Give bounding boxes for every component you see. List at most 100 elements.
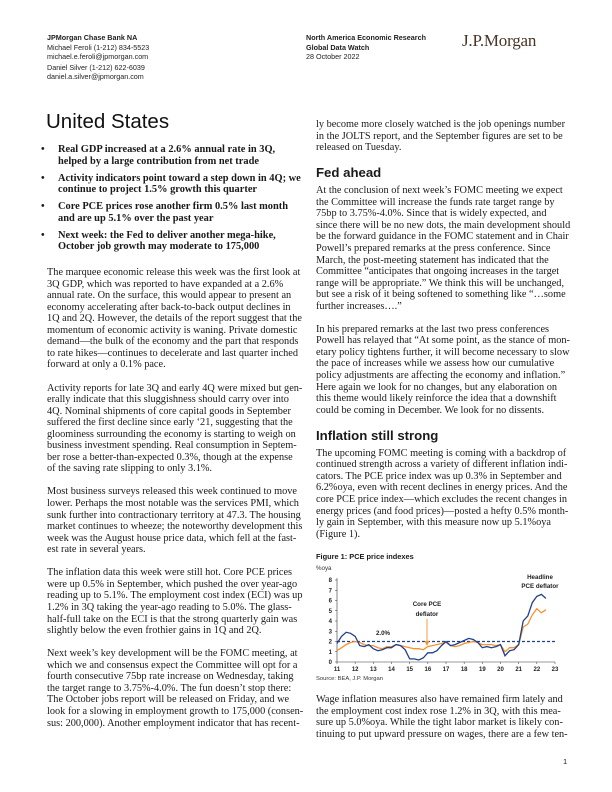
text-line: Powell’s prepared remarks at the press c… — [316, 242, 551, 254]
text-line: could be coming in December. We look for… — [316, 404, 545, 416]
bullet-item: • Activity indicators point toward a step… — [38, 173, 308, 196]
publication-name: Global Data Watch — [306, 42, 370, 52]
x-tick-label: 13 — [370, 667, 377, 673]
paragraph: Activity reports for late 3Q and early 4… — [47, 383, 303, 475]
x-tick-label: 15 — [406, 667, 413, 673]
bullet-icon: • — [41, 144, 45, 155]
jpmorgan-logo: J.P.Morgan — [462, 31, 537, 50]
text-line: Committee “anticipates that ongoing incr… — [316, 266, 560, 278]
bullet-item: • Core PCE prices rose another firm 0.5% … — [38, 201, 308, 224]
bullet-item: • Real GDP increased at a 2.6% annual rat… — [38, 144, 308, 167]
text-line: in the JOLTS report, and the September f… — [316, 130, 563, 142]
text-line: October job growth may moderate to 175,0… — [58, 241, 260, 253]
text-line: sus: 200,000). Another employment indica… — [47, 717, 300, 729]
section-heading-fed-ahead: Fed ahead — [316, 165, 382, 181]
text-line: helped by a large contribution from net … — [58, 155, 259, 167]
x-tick-label: 23 — [552, 667, 559, 673]
text-line: Activity reports for late 3Q and early 4… — [47, 382, 303, 394]
intro-continuation: ly become more closely watched is the jo… — [316, 119, 570, 154]
x-tick-label: 18 — [461, 667, 468, 673]
text-line: to rate hikes—continues to decelerate an… — [47, 347, 299, 359]
core-pce-line — [336, 607, 547, 653]
text-line: the target range to 3.75%-4.0%. The fun … — [47, 682, 292, 694]
text-line: The October jobs report will be released… — [47, 694, 290, 706]
text-line: Next week: the Fed to deliver another me… — [58, 229, 276, 241]
text-line: further increases….” — [316, 300, 402, 312]
text-line: Most business surveys released this week… — [47, 486, 297, 498]
text-line: Powell has relayed that “At some point, … — [316, 335, 570, 347]
text-line: business investment spending. Real consu… — [47, 440, 297, 452]
text-line: cators. The PCE price index was up 0.3% … — [316, 470, 562, 482]
section-heading-inflation: Inflation still strong — [316, 427, 439, 443]
text-line: be the forward guidance in the FOMC stat… — [316, 231, 569, 243]
y-tick-label: 2 — [329, 640, 333, 646]
org-name: JPMorgan Chase Bank NA — [47, 33, 138, 42]
headline-pce-line — [336, 593, 547, 661]
text-line: week was the August house price data, wh… — [47, 532, 297, 544]
text-line: fourth consecutive 75bp rate increase on… — [47, 671, 294, 683]
key-points: • Real GDP increased at a 2.6% annual rat… — [38, 144, 308, 258]
text-line: At the conclusion of next week’s FOMC me… — [316, 185, 563, 197]
left-column: The marquee economic release this week w… — [47, 267, 303, 741]
text-line: were up 0.5% in September, which pushed … — [47, 578, 298, 590]
text-line: 75bp to 3.75%-4.0%. Since that is widely… — [316, 208, 547, 220]
paragraph: In his prepared remarks at the last two … — [316, 324, 570, 416]
text-line: Next week’s key development will be the … — [47, 648, 298, 660]
wage-inflation-body: Wage inflation measures also have remain… — [316, 694, 568, 740]
y-tick-label: 6 — [329, 599, 333, 605]
text-line: 4Q. Nominal shipments of core capital go… — [47, 405, 291, 417]
text-line: reading up to 5.1%. The employment cost … — [47, 590, 303, 602]
text-line: sure up 5.0%oya. While the tight labor m… — [316, 717, 563, 729]
text-line: economy accelerating after back-to-back … — [47, 301, 291, 313]
page-title: United States — [46, 110, 170, 133]
text-line: but see a risk of it being softened to s… — [316, 289, 566, 301]
text-line: and are up 5.1% over the past year — [58, 212, 214, 224]
author-2-email[interactable]: daniel.a.silver@jpmorgan.com — [47, 72, 144, 82]
figure-source: Source: BEA, J.P. Morgan — [316, 676, 383, 682]
text-line: gloominess surrounding the economy is st… — [47, 428, 296, 440]
y-axis-unit: %oya — [316, 565, 332, 572]
core-annotation: Core PCE — [413, 601, 442, 608]
text-line: momentum of economic activity is waning.… — [47, 324, 298, 336]
text-line: energy prices (and food prices)—posted a… — [316, 505, 569, 517]
text-line: March, the post-meeting statement has in… — [316, 254, 549, 266]
text-line: erally indicate that this sluggishness s… — [47, 394, 289, 406]
paragraph: At the conclusion of next week’s FOMC me… — [316, 185, 570, 312]
author-1-email[interactable]: michael.e.feroli@jpmorgan.com — [47, 52, 149, 62]
x-tick-label: 11 — [334, 667, 341, 673]
text-line: 1Q and 2Q. However, the details of the r… — [47, 313, 302, 325]
text-line: which we and consensus expect the Commit… — [47, 659, 298, 671]
text-line: core PCE price index—which excludes the … — [316, 494, 568, 505]
text-line: this theme would likely reinforce the id… — [316, 393, 557, 405]
text-line: ly gain in September, with this measure … — [316, 517, 551, 529]
text-line: look for a slowing in employment growth … — [47, 705, 304, 717]
x-tick-label: 17 — [443, 667, 450, 673]
text-line: of the saving rate slipping to only 3.1%… — [47, 463, 213, 475]
text-line: (Figure 1). — [316, 528, 361, 540]
text-line: The inflation data this week were still … — [47, 567, 293, 579]
text-line: est rate in several years. — [47, 544, 146, 556]
text-line: demand—the bulk of the economy and the p… — [47, 336, 299, 348]
text-line: half-full take on the ECI is that the st… — [47, 613, 298, 625]
text-line: continue to project 1.5% growth this qua… — [58, 184, 258, 196]
headline-annotation: Headline — [527, 574, 553, 581]
text-line: In his prepared remarks at the last two … — [316, 323, 550, 335]
text-line: suffered the first decline since early ‘… — [47, 417, 293, 429]
author-block: JPMorgan Chase Bank NA Michael Feroli (1… — [47, 33, 149, 82]
x-tick-label: 16 — [424, 667, 431, 673]
bullet-item: • Next week: the Fed to deliver another m… — [38, 230, 308, 253]
y-tick-label: 4 — [329, 619, 333, 625]
text-line: released on Tuesday. — [316, 142, 402, 154]
paragraph: Next week’s key development will be the … — [47, 648, 303, 729]
x-tick-label: 12 — [352, 667, 359, 673]
arrow-head-icon — [424, 641, 430, 646]
text-line: continued strength across a variety of d… — [316, 459, 568, 471]
fed-ahead-body: At the conclusion of next week’s FOMC me… — [316, 185, 570, 416]
right-column: ly become more closely watched is the jo… — [316, 119, 570, 552]
text-line: the employment cost index rose 1.2% in 3… — [316, 705, 561, 717]
text-line: Activity indicators point toward a step … — [58, 172, 301, 184]
text-line: slightly below the even frothier gains i… — [47, 625, 262, 637]
text-line: since there will be no new dots, the mai… — [316, 219, 571, 231]
bullet-icon: • — [41, 229, 45, 241]
